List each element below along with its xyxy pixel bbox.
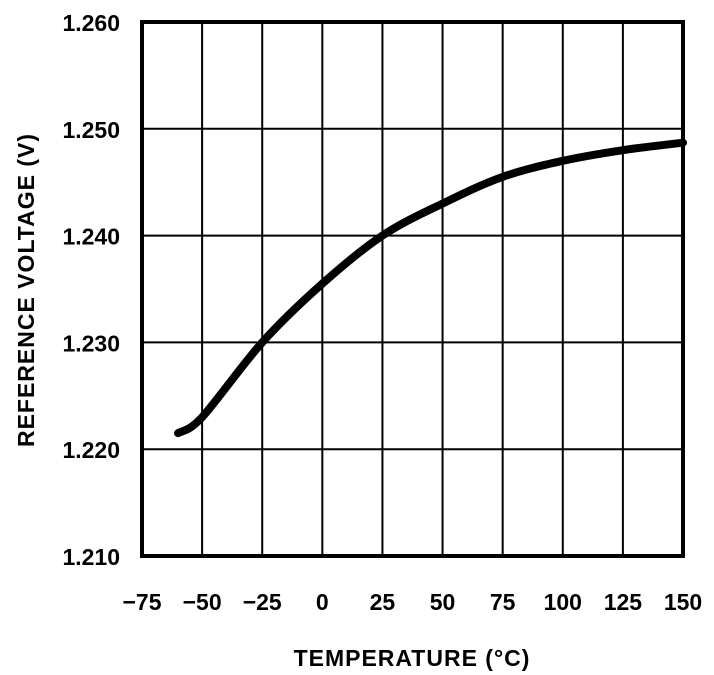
x-tick-label: −50 [183, 589, 222, 615]
x-tick-label: 100 [544, 589, 582, 615]
y-tick-label: 1.240 [62, 224, 120, 250]
reference-voltage-curve [174, 138, 687, 438]
x-tick-label: 150 [664, 589, 702, 615]
x-tick-label: 125 [604, 589, 643, 615]
y-tick-label: 1.230 [62, 330, 120, 356]
y-axis-title: REFERENCE VOLTAGE (V) [13, 133, 39, 447]
x-tick-label: −75 [122, 589, 161, 615]
x-tick-label: 50 [430, 589, 456, 615]
y-tick-label: 1.220 [62, 437, 120, 463]
x-tick-label: 75 [490, 589, 516, 615]
plot-frame [140, 20, 685, 558]
y-tick-label: 1.250 [62, 117, 120, 143]
y-tick-label: 1.260 [62, 10, 120, 36]
x-tick-label: −25 [243, 589, 282, 615]
y-tick-label: 1.210 [62, 544, 120, 570]
x-tick-label: 25 [370, 589, 396, 615]
x-axis-title: TEMPERATURE (°C) [294, 645, 531, 671]
x-tick-label: 0 [316, 589, 329, 615]
x-axis-tick-labels: −75 −50 −25 0 25 50 75 100 125 150 [122, 589, 702, 615]
y-axis-tick-labels: 1.210 1.220 1.230 1.240 1.250 1.260 [62, 10, 120, 570]
grid-lines [141, 21, 684, 557]
